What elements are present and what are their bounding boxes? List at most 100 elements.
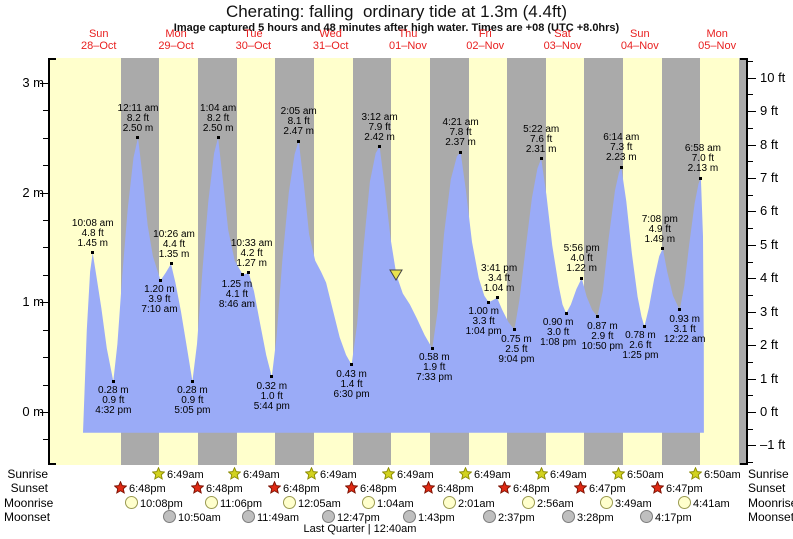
- almanac-time: 4:17pm: [655, 512, 692, 524]
- tide-annotation-line: 4.8 ft: [81, 227, 104, 239]
- tide-annotation-line: 7.0 ft: [691, 153, 715, 165]
- almanac-time: 6:47pm: [666, 483, 703, 495]
- almanac-time: 3:49am: [615, 498, 652, 510]
- almanac-entry: 6:48pm: [113, 480, 166, 497]
- tide-annotation-line: 4.1 ft: [225, 288, 249, 300]
- y-tick-label-right: 5 ft: [760, 236, 779, 252]
- moonset-circle-icon: [163, 510, 176, 523]
- tide-annotation-line: 1:04 am: [200, 102, 237, 114]
- y-tick-label-right: 2 ft: [760, 337, 779, 353]
- y-tick-left: [43, 357, 48, 359]
- moonrise-circle-icon: [522, 496, 535, 512]
- tide-annotation-line: 0.87 m: [587, 320, 618, 332]
- tide-annotation-line: 1.20 m: [144, 284, 175, 296]
- tide-annotation: 6:58 am 7.0 ft 2.13 m: [685, 144, 721, 174]
- moon-phase-label: Last Quarter | 12:40am: [303, 523, 417, 535]
- almanac-entry: 6:48pm: [267, 480, 320, 497]
- y-tick-right: [748, 311, 756, 313]
- almanac-row-label-right: Sunrise: [748, 467, 789, 481]
- almanac-time: 4:41am: [693, 498, 730, 510]
- tide-point-high: [580, 276, 584, 280]
- tide-point-high: [91, 251, 95, 255]
- tide-annotation-line: 0.90 m: [542, 317, 574, 329]
- almanac-entry: 6:49am: [304, 466, 357, 483]
- day-label-line: Wed: [319, 28, 342, 40]
- tide-annotation-line: 4.0 ft: [570, 253, 593, 265]
- tide-annotation-line: 4:21 am: [442, 117, 479, 128]
- tide-annotation-line: 2.13 m: [687, 163, 719, 175]
- y-tick-left: [43, 274, 48, 276]
- day-label: Sun 28–Oct: [64, 28, 134, 52]
- tide-annotation: 3:41 pm 3.4 ft 1.04 m: [481, 262, 518, 294]
- day-label: Mon 05–Nov: [682, 28, 752, 52]
- tide-point-high: [169, 262, 173, 266]
- tide-annotation-line: 2.9 ft: [591, 330, 614, 342]
- almanac-entry: 4:41am: [678, 496, 730, 512]
- tide-annotation: 6:14 am 7.3 ft 2.23 m: [603, 133, 639, 163]
- tide-annotation-line: 2.42 m: [364, 131, 395, 143]
- moonrise-circle-icon: [205, 496, 218, 512]
- almanac-entry: 10:50am: [163, 510, 221, 526]
- y-tick-left: [43, 439, 48, 441]
- day-label-line: 03–Nov: [543, 40, 582, 52]
- almanac-entry: 2:37pm: [483, 510, 535, 526]
- y-tick-left: [43, 220, 48, 222]
- y-tick-right: [748, 60, 753, 62]
- almanac-time: 10:08pm: [140, 498, 183, 510]
- tide-annotation-line: 0.9 ft: [102, 395, 125, 407]
- almanac-entry: 6:49am: [151, 466, 204, 483]
- almanac-time: 2:56am: [537, 498, 574, 510]
- moonset-circle-icon: [163, 510, 176, 526]
- page-title: Cherating: falling ordinary tide at 1.3m…: [225, 2, 568, 21]
- day-label-line: 01–Nov: [388, 40, 427, 52]
- day-label: Sun 04–Nov: [605, 28, 675, 52]
- tide-point-low: [350, 363, 354, 367]
- y-tick-right: [748, 177, 756, 179]
- tide-annotation-line: 3:41 pm: [481, 262, 518, 274]
- tide-annotation-line: 1.27 m: [236, 257, 267, 269]
- tide-annotation-line: 1.4 ft: [340, 378, 363, 390]
- moonset-circle-icon: [242, 510, 255, 526]
- almanac-entry: 6:49am: [227, 466, 280, 483]
- y-tick-label-right: 7 ft: [760, 169, 779, 185]
- day-label-line: Sat: [554, 28, 571, 40]
- tide-annotation: 0.87 m 2.9 ft 10:50 pm: [582, 320, 624, 352]
- day-label-line: Sun: [630, 28, 650, 40]
- tide-annotation-line: 1.9 ft: [423, 362, 446, 374]
- tide-annotation-line: 10:26 am: [153, 228, 195, 240]
- almanac-time: 6:49am: [243, 469, 280, 481]
- almanac-row-label-left: Moonrise: [4, 496, 54, 510]
- y-tick-right: [748, 144, 756, 146]
- tide-annotation: 0.43 m 1.4 ft 6:30 pm: [334, 369, 370, 400]
- tide-annotation-line: 7:10 am: [141, 304, 178, 316]
- almanac-time: 6:48pm: [513, 483, 550, 495]
- y-tick-right: [748, 428, 753, 430]
- sunrise-star-icon: [304, 466, 319, 483]
- tide-point-high: [378, 145, 382, 149]
- sunset-star-icon: [421, 480, 436, 497]
- almanac-entry: 1:04am: [362, 496, 414, 512]
- almanac-row-label-left: Moonset: [4, 510, 51, 524]
- tide-annotation-line: 6:58 am: [684, 143, 721, 155]
- almanac-entry: 6:48pm: [190, 480, 243, 497]
- moonrise-circle-icon: [205, 496, 218, 509]
- tide-annotation-line: 0.78 m: [625, 330, 656, 342]
- tide-annotation: 1.25 m 4.1 ft 8:46 am: [219, 279, 255, 310]
- y-tick-label-right: 0 ft: [760, 404, 779, 419]
- moonrise-circle-icon: [283, 496, 296, 512]
- chart-subtitle: Image captured 5 hours and 48 minutes af…: [173, 22, 620, 34]
- almanac-time: 11:06pm: [220, 498, 262, 510]
- day-label-line: 05–Nov: [698, 40, 737, 52]
- moonrise-circle-icon: [522, 496, 535, 509]
- tide-annotation-line: 0.32 m: [256, 380, 288, 392]
- day-label: Thu 01–Nov: [373, 28, 443, 52]
- day-label-line: Thu: [398, 28, 418, 40]
- tide-annotation-line: 3.4 ft: [487, 272, 511, 284]
- y-tick-right: [748, 445, 756, 447]
- tide-annotation: 12:11 am 8.2 ft 2.50 m: [118, 103, 159, 134]
- tide-annotation-line: 5:44 pm: [253, 400, 290, 412]
- tide-annotation: 4:21 am 7.8 ft 2.37 m: [443, 118, 479, 148]
- tide-annotation: 5:22 am 7.6 ft 2.31 m: [523, 124, 559, 155]
- almanac-time: 6:49am: [397, 469, 434, 481]
- tide-annotation: 0.78 m 2.6 ft 1:25 pm: [622, 331, 658, 361]
